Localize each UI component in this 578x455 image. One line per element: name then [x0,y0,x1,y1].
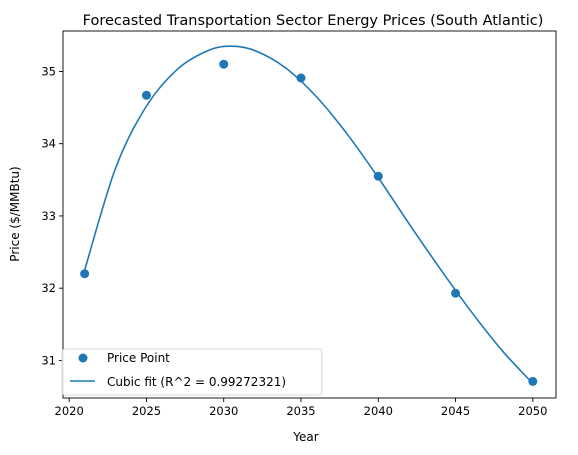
data-point [451,288,461,298]
legend-label-price-point: Price Point [107,351,170,365]
data-point [219,59,229,69]
y-tick-label: 35 [41,64,56,78]
legend-label-cubic-fit: Cubic fit (R^2 = 0.99272321) [107,375,286,389]
data-point [80,269,90,279]
plot-frame [62,30,557,399]
y-tick-label: 32 [41,281,56,295]
y-tick-label: 33 [41,209,56,223]
series-line-cubic-fit [83,45,534,385]
y-axis-label: Price ($/MMBtu) [8,166,22,261]
x-tick-label: 2020 [55,404,84,418]
x-axis-label: Year [292,430,318,444]
y-axis: 31 32 33 34 35 [41,64,63,367]
x-tick-label: 2050 [518,404,547,418]
legend-frame [61,348,323,396]
data-point [528,376,538,386]
x-axis: 2020 2025 2030 2035 2040 2045 2050 [55,398,547,418]
y-tick-label: 31 [41,353,56,367]
x-tick-label: 2040 [364,404,393,418]
legend-marker-price-point [78,353,88,363]
data-point [141,90,151,100]
x-tick-label: 2045 [441,404,470,418]
legend: Price Point Cubic fit (R^2 = 0.99272321) [61,348,323,396]
chart-title: Forecasted Transportation Sector Energy … [83,13,544,29]
x-tick-label: 2035 [286,404,315,418]
data-point [373,171,383,181]
y-tick-label: 34 [41,137,56,151]
x-tick-label: 2030 [209,404,238,418]
data-point [296,73,306,83]
x-tick-label: 2025 [132,404,161,418]
series-price-points [80,59,538,386]
